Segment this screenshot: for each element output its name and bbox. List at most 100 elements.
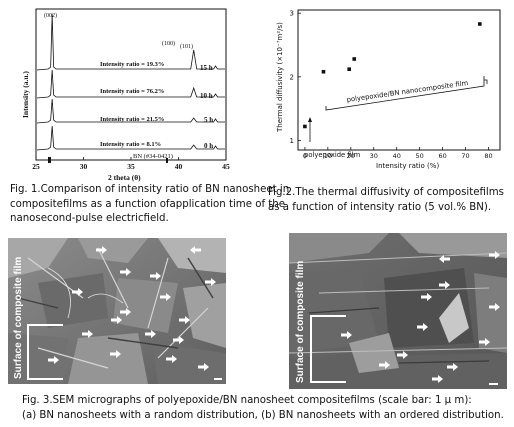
fig1-peak-label-002: (002) (44, 12, 57, 19)
fig3-sem-texture-a (8, 238, 226, 384)
fig2-caption-line-2: as a function of intensity ratio (5 vol.… (268, 201, 492, 213)
fig3-sem-panel-b: Surface of composite film (289, 233, 507, 389)
fig2-x-tick-label: 80 (484, 152, 492, 160)
fig3-panel-a-arrow-icon (145, 330, 156, 338)
fig1-ratio-0h: Intensity ratio = 8.1% (100, 141, 161, 148)
fig1-series-5h: 5 h (204, 116, 213, 124)
fig3-panel-b-arrow-icon (439, 255, 450, 263)
fig2-data-point (303, 124, 307, 129)
fig3-panel-b-bracket (310, 315, 312, 383)
fig1-xrd-trace (36, 69, 225, 99)
fig3-panel-a-arrow-icon (198, 363, 209, 371)
fig2-bracket (325, 76, 485, 111)
fig1-x-ticks: 25 30 35 40 45 (32, 157, 230, 171)
fig2-caption-line-1: Fig.2.The thermal diffusivity of composi… (268, 187, 504, 198)
fig1-x-tick-label: 45 (222, 162, 230, 171)
fig1-xrd-chart: 25 30 35 40 45 BN (#34-0421) (002) (100) (10… (21, 8, 230, 182)
fig2-arrow-head (308, 117, 312, 122)
fig1-ratio-10h: Intensity ratio = 76.2% (100, 88, 164, 95)
fig1-caption-line-2: compositefilms as a function ofapplicati… (10, 198, 285, 210)
fig1-peak-label-101: (101) (180, 43, 193, 50)
fig3-panel-a-label: Surface of composite film (13, 256, 24, 379)
fig2-y-axis-label: Thermal diffusivity (×10⁻⁷m²/s) (276, 22, 284, 133)
fig3-panel-b-arrow-icon (421, 293, 432, 301)
fig2-y-tick-label: 2 (290, 73, 294, 81)
fig1-ref-bar-100 (166, 158, 168, 163)
fig3-sem-texture-b (289, 233, 507, 389)
fig3-panel-a-arrow-icon (150, 272, 161, 280)
fig2-x-tick-label: 20 (347, 152, 355, 160)
fig3-panel-a-arrow-icon (166, 355, 177, 363)
fig3-panel-a-arrow-icon (120, 268, 131, 276)
fig1-reference-label: BN (#34-0421) (133, 153, 173, 160)
fig2-y-tick-label: 1 (290, 137, 294, 145)
fig3-panel-a-arrow-icon (173, 336, 184, 344)
fig2-data-point (347, 67, 351, 71)
fig3-panel-b-scale-bar (489, 383, 498, 385)
fig2-x-axis-label: Intensity ratio (%) (376, 162, 439, 170)
fig3-panel-a-arrow-icon (96, 246, 107, 254)
fig1-x-tick-label: 25 (32, 162, 40, 171)
fig3-panel-b-arrow-icon (417, 323, 428, 331)
fig1-xrd-trace (36, 13, 225, 71)
fig1-plot-frame (35, 8, 227, 161)
fig2-data-point (352, 57, 357, 61)
fig1-ref-bar-002 (48, 157, 51, 163)
fig1-caption-line-3: nanosecond-pulse electricfield. (10, 213, 169, 224)
fig3-panel-b-bracket-bottom (310, 381, 346, 383)
fig2-x-tick-label: 70 (461, 152, 469, 160)
fig2-data-point (321, 69, 326, 74)
fig2-y-tick-label: 3 (290, 10, 294, 18)
fig3-panel-b-arrow-icon (379, 361, 390, 369)
fig3-panel-b-arrow-icon (432, 375, 443, 383)
fig1-traces (36, 13, 225, 151)
fig3-panel-b-arrow-icon (447, 363, 458, 371)
fig3-panel-a-arrow-icon (72, 288, 83, 296)
fig1-x-tick-label: 30 (80, 162, 88, 171)
fig3-sem-panel-a: Surface of composite film (8, 238, 226, 384)
fig3-panel-a-bracket-bottom (27, 378, 63, 380)
fig2-bracket-end (484, 79, 488, 84)
fig3-panel-b-arrow-icon (341, 331, 352, 339)
fig3-panel-a-scale-bar (214, 378, 222, 380)
fig2-x-tick-label: 0 (303, 152, 307, 160)
fig1-series-10h: 10 h (200, 92, 213, 100)
fig2-x-tick-label: 40 (393, 152, 401, 160)
fig1-y-axis-label: Intensity (a.u.) (21, 71, 30, 118)
fig1-xrd-trace (36, 98, 225, 124)
fig2-caption: Fig.2.The thermal diffusivity of composi… (268, 186, 504, 215)
fig2-x-tick-label: 50 (416, 152, 424, 160)
fig2-x-tick-label: 60 (438, 152, 446, 160)
fig2-data-point (478, 22, 482, 26)
fig3-panel-b-arrow-icon (479, 338, 490, 346)
fig3-panel-b-bracket-top (310, 315, 346, 317)
fig1-ratio-15h: Intensity ratio = 19.3% (100, 61, 164, 68)
fig3-panel-a-arrow-icon (82, 330, 93, 338)
fig1-x-tick-label: 40 (175, 162, 183, 171)
fig1-xrd-trace (36, 125, 225, 151)
fig1-peak-label-100: (100) (162, 40, 175, 47)
fig2-plot-frame (297, 9, 501, 151)
fig3-panel-a-arrow-icon (111, 316, 122, 324)
fig3-caption: Fig. 3.SEM micrographs of polyepoxide/BN… (22, 393, 504, 423)
fig3-panel-b-arrow-icon (489, 303, 500, 311)
fig2-points (303, 22, 482, 129)
fig2-annotation-polyepoxide: polyepoxide film (304, 151, 361, 159)
fig3-caption-line-1: Fig. 3.SEM micrographs of polyepoxide/BN… (22, 395, 472, 406)
fig3-panel-a-arrow-icon (205, 278, 216, 286)
fig1-series-0h: 0 h (204, 142, 213, 150)
fig1-series-15h: 15 h (200, 64, 213, 72)
fig2-x-tick-label: 10 (324, 152, 332, 160)
fig3-panel-a-bracket (27, 324, 29, 380)
fig1-x-tick-label: 35 (127, 162, 135, 171)
fig3-panel-a-arrow-icon (160, 293, 171, 301)
fig2-x-tick-label: 30 (370, 152, 378, 160)
fig1-caption-line-1: Fig. 1.Comparison of intensity ratio of … (10, 184, 290, 195)
fig3-panel-b-arrow-icon (489, 251, 500, 259)
fig3-panel-b-arrow-icon (439, 281, 450, 289)
fig3-panel-b-arrow-icon (397, 351, 408, 359)
fig3-panel-a-arrow-icon (190, 246, 201, 254)
fig1-x-axis-label: 2 theta (θ) (108, 173, 141, 182)
fig3-panel-a-arrow-icon (48, 356, 59, 364)
